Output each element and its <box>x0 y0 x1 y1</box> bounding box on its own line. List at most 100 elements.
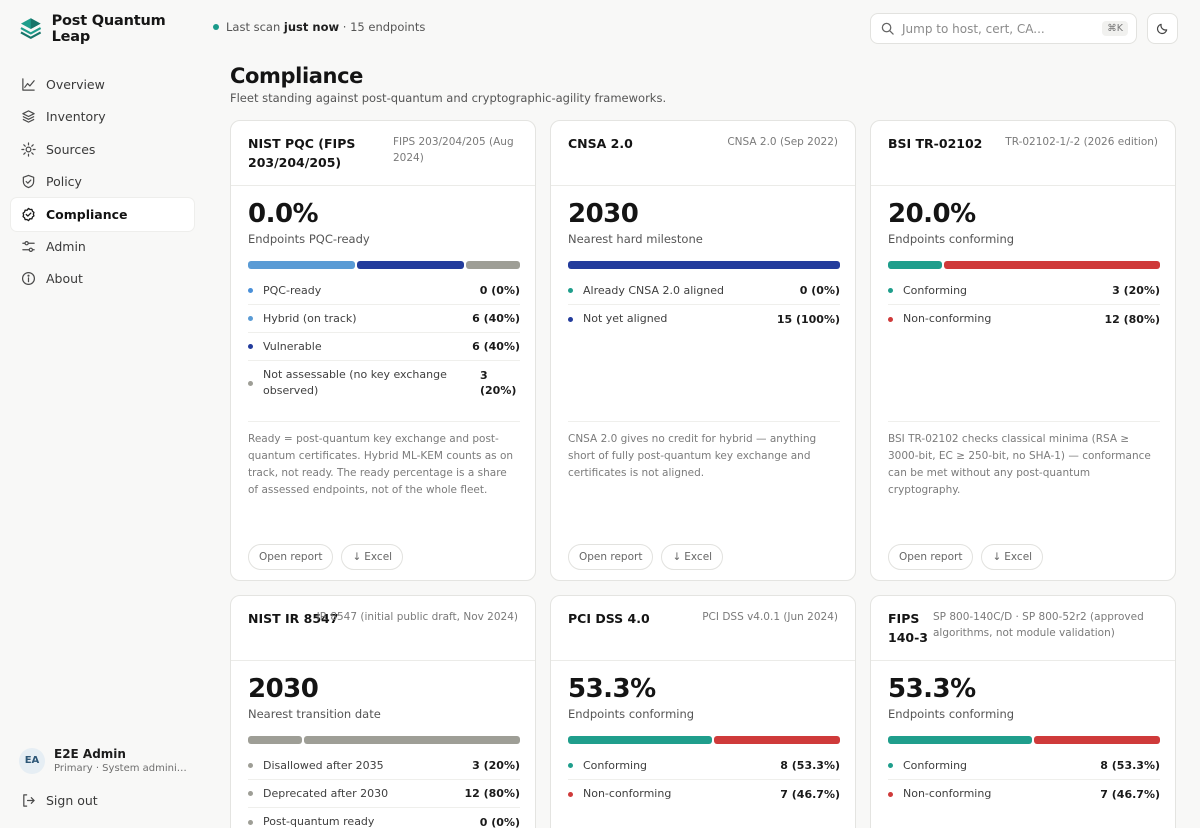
bar-segment <box>888 261 942 269</box>
search-placeholder: Jump to host, cert, CA... <box>902 21 1045 36</box>
legend-dot <box>248 316 253 321</box>
legend-dot <box>888 288 893 293</box>
download-icon: ↓ <box>352 551 362 563</box>
card-reference: SP 800-140C/D · SP 800-52r2 (approved al… <box>933 611 1144 639</box>
sidebar-item-admin[interactable]: Admin <box>11 230 194 263</box>
card-title: CNSA 2.0 <box>568 136 633 151</box>
sign-out-icon <box>23 794 35 807</box>
row-label: Deprecated after 2030 <box>263 786 389 800</box>
list-item: Already CNSA 2.0 aligned 0 (0%) <box>568 277 840 305</box>
list-item: Post-quantum ready 0 (0%) <box>248 808 520 828</box>
sidebar-item-compliance[interactable]: Compliance <box>11 197 194 231</box>
user-role: Primary · System administrator <box>54 763 189 774</box>
sign-out-label: Sign out <box>46 793 98 808</box>
sidebar-nav: Overview Inventory Sources Policy Compli… <box>11 68 194 295</box>
bar-segment <box>944 261 1160 269</box>
open-report-button[interactable]: Open report <box>248 544 334 570</box>
row-value: 6 (40%) <box>472 312 520 325</box>
row-label: Conforming <box>903 283 968 297</box>
scan-suffix: · 15 endpoints <box>342 20 426 34</box>
legend-dot <box>248 819 253 825</box>
card-note: CNSA 2.0 gives no credit for hybrid — an… <box>568 421 840 482</box>
sign-out-button[interactable]: Sign out <box>21 793 98 808</box>
open-report-button[interactable]: Open report <box>888 544 974 570</box>
row-value: 0 (0%) <box>479 284 520 297</box>
legend-dot <box>248 763 253 768</box>
sidebar-item-policy[interactable]: Policy <box>11 165 194 198</box>
card-metric-label: Endpoints PQC-ready <box>248 232 370 246</box>
sidebar-item-sources[interactable]: Sources <box>11 133 194 166</box>
shield-icon <box>22 175 35 189</box>
distribution-bar <box>568 736 840 745</box>
row-label: PQC-ready <box>263 283 322 297</box>
row-value: 3 (20%) <box>472 759 520 772</box>
breakdown-list: Conforming 3 (20%) Non-conforming 12 (80… <box>888 277 1160 333</box>
excel-label: Excel <box>364 551 393 563</box>
row-value: 12 (80%) <box>1104 312 1160 326</box>
sidebar-item-overview[interactable]: Overview <box>11 68 194 101</box>
row-label: Hybrid (on track) <box>263 311 357 325</box>
brand[interactable]: Post Quantum Leap <box>19 13 206 45</box>
sidebar-item-about[interactable]: About <box>11 262 194 295</box>
card-title: NIST PQC (FIPS 203/204/205) <box>248 136 356 170</box>
bar-segment <box>357 261 465 269</box>
excel-export-button[interactable]: ↓ Excel <box>341 544 404 570</box>
excel-export-button[interactable]: ↓ Excel <box>981 544 1044 570</box>
legend-dot <box>568 288 573 293</box>
row-label: Post-quantum ready <box>263 815 375 828</box>
row-value: 12 (80%) <box>464 787 520 800</box>
theme-toggle-button[interactable] <box>1147 13 1178 44</box>
legend-dot <box>888 791 893 797</box>
user-name: E2E Admin <box>54 747 126 761</box>
excel-export-button[interactable]: ↓ Excel <box>661 544 724 570</box>
radar-icon <box>21 142 36 157</box>
legend-dot <box>568 763 573 768</box>
card-reference: TR-02102-1/-2 (2026 edition) <box>1005 136 1158 148</box>
card-note: Ready = post-quantum key exchange and po… <box>248 421 520 499</box>
framework-card-nist-ir: NIST IR 8547 IR 8547 (initial public dra… <box>230 595 536 828</box>
row-value: 0 (0%) <box>799 284 840 297</box>
info-icon <box>21 272 36 286</box>
search-input[interactable]: Jump to host, cert, CA... ⌘K <box>870 13 1137 44</box>
row-value: 7 (46.7%) <box>780 787 840 801</box>
row-label: Already CNSA 2.0 aligned <box>583 283 725 297</box>
row-label: Disallowed after 2035 <box>263 758 384 772</box>
list-item: Hybrid (on track) 6 (40%) <box>248 305 520 333</box>
scan-status: Last scan just now · 15 endpoints <box>213 20 425 34</box>
row-label: Non-conforming <box>903 787 992 800</box>
row-value: 8 (53.3%) <box>1100 759 1160 772</box>
list-item: Conforming 8 (53.3%) <box>888 752 1160 780</box>
legend-dot <box>888 316 893 322</box>
row-label: Not yet aligned <box>583 312 668 325</box>
app-name: Post Quantum Leap <box>51 13 166 45</box>
open-report-button[interactable]: Open report <box>568 544 654 570</box>
distribution-bar <box>248 736 520 745</box>
card-title: PCI DSS 4.0 <box>568 611 650 626</box>
card-metric: 2030 <box>248 674 319 704</box>
bar-segment <box>304 736 520 744</box>
card-metric-label: Endpoints conforming <box>888 707 1015 721</box>
status-dot <box>213 24 219 30</box>
legend-dot <box>248 791 253 796</box>
card-metric: 53.3% <box>568 674 656 704</box>
bar-segment <box>1033 736 1160 744</box>
sidebar-item-label: About <box>46 271 83 287</box>
chart-line-icon <box>22 78 35 91</box>
excel-label: Excel <box>1004 551 1033 563</box>
distribution-bar <box>888 736 1160 745</box>
card-reference: CNSA 2.0 (Sep 2022) <box>727 136 838 148</box>
row-value: 3 (20%) <box>1112 284 1160 297</box>
download-icon: ↓ <box>672 551 682 563</box>
bar-segment <box>888 736 1032 744</box>
card-metric: 20.0% <box>888 199 976 229</box>
distribution-bar <box>248 261 520 270</box>
breakdown-list: Disallowed after 2035 3 (20%) Deprecated… <box>248 752 520 828</box>
row-value: 0 (0%) <box>479 815 520 828</box>
legend-dot <box>248 380 253 386</box>
sidebar-item-inventory[interactable]: Inventory <box>11 100 194 133</box>
card-reference: FIPS 203/204/205 (Aug 2024) <box>393 136 514 164</box>
list-item: Non-conforming 12 (80%) <box>888 305 1160 333</box>
page-subtitle: Fleet standing against post-quantum and … <box>230 91 667 105</box>
user-profile[interactable]: EA E2E Admin Primary · System administra… <box>19 747 189 774</box>
row-label: Non-conforming <box>583 787 672 800</box>
